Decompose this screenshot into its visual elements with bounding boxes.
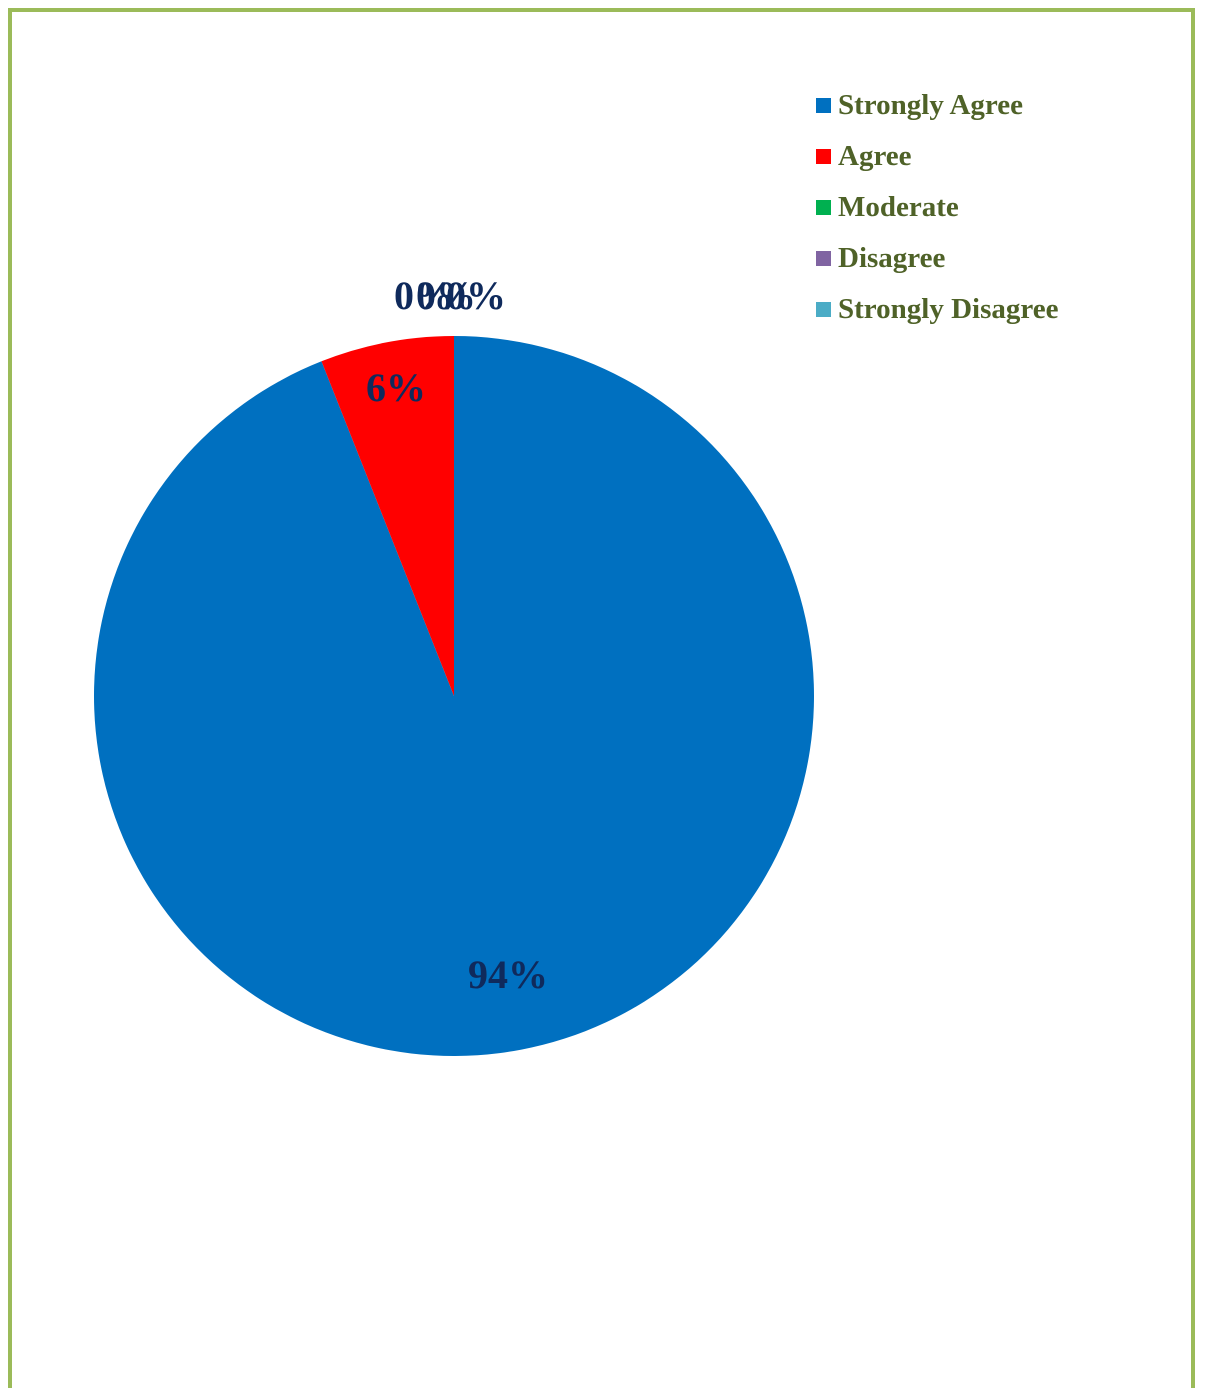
legend-swatch-disagree: [816, 251, 831, 266]
legend-item-agree: Agree: [816, 131, 1058, 182]
legend-item-moderate: Moderate: [816, 182, 1058, 233]
legend-label-strongly-agree: Strongly Agree: [838, 89, 1023, 122]
legend-swatch-agree: [816, 149, 831, 164]
legend-label-agree: Agree: [838, 140, 912, 173]
legend-swatch-strongly-disagree: [816, 302, 831, 317]
legend-item-strongly-agree: Strongly Agree: [816, 80, 1058, 131]
data-label-strongly-agree: 94%: [468, 952, 548, 997]
legend-item-disagree: Disagree: [816, 233, 1058, 284]
legend-swatch-moderate: [816, 200, 831, 215]
data-label-strongly-disagree: 0%: [446, 273, 506, 318]
legend-label-disagree: Disagree: [838, 242, 945, 275]
data-label-agree: 6%: [366, 365, 426, 410]
legend-label-strongly-disagree: Strongly Disagree: [838, 293, 1058, 326]
legend-label-moderate: Moderate: [838, 191, 959, 224]
pie-slices: [94, 336, 814, 1056]
legend: Strongly Agree Agree Moderate Disagree S…: [816, 80, 1058, 335]
legend-item-strongly-disagree: Strongly Disagree: [816, 284, 1058, 335]
legend-swatch-strongly-agree: [816, 98, 831, 113]
